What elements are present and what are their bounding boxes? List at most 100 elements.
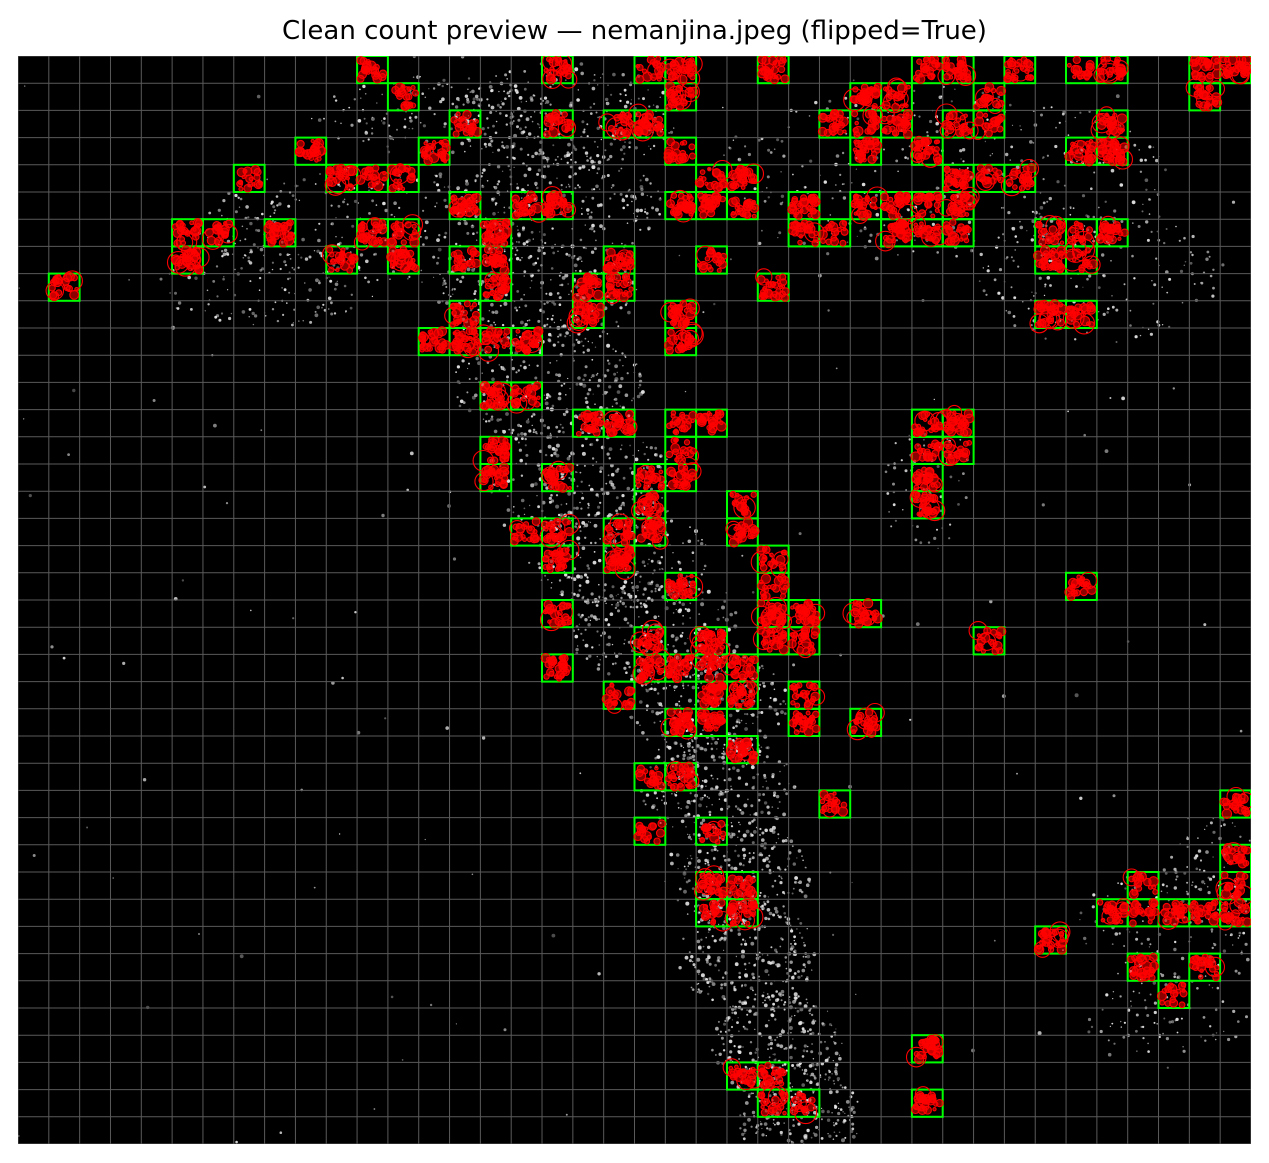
cell-dot [671, 567, 673, 569]
cell-dot [246, 228, 248, 230]
cell-dot [548, 395, 552, 398]
cell-dot [744, 782, 749, 786]
cell-dot [516, 290, 520, 293]
cell-dot [1032, 142, 1035, 144]
cell-dot [434, 205, 437, 208]
cell-dot [771, 830, 776, 834]
cell-dot [494, 323, 497, 326]
cell-dot [770, 946, 773, 949]
cell-dot [783, 1047, 786, 1050]
cell-dot [723, 936, 727, 940]
cell-dot [648, 105, 651, 108]
cell-dot [654, 590, 657, 593]
cell-dot [692, 833, 696, 836]
cell-dot [729, 612, 733, 617]
cell-dot [801, 1055, 805, 1058]
cell-dot [1209, 821, 1213, 825]
cell-dot [653, 551, 656, 555]
cell-dot [689, 753, 691, 756]
cell-dot [513, 133, 518, 138]
cell-dot [506, 495, 509, 498]
cell-dot [735, 737, 738, 739]
cell-dot [766, 908, 771, 912]
cell-dot [886, 492, 890, 495]
cell-dot [575, 506, 579, 510]
cell-dot [625, 194, 629, 198]
cell-dot [146, 1005, 150, 1010]
cell-dot [715, 1054, 717, 1056]
cell-dot [606, 391, 609, 394]
cell-dot [1197, 849, 1202, 853]
cell-dot [506, 379, 509, 382]
cell-dot [175, 307, 178, 309]
cell-dot [536, 172, 540, 176]
cell-dot [827, 1079, 830, 1081]
cell-dot [623, 88, 627, 92]
cell-dot [1107, 1052, 1112, 1057]
cell-dot [220, 312, 224, 315]
cell-dot [553, 451, 557, 456]
cell-dot [627, 593, 631, 597]
cell-dot [424, 220, 429, 225]
cell-dot [456, 278, 459, 281]
cell-dot [1012, 259, 1015, 262]
cell-dot [715, 627, 718, 631]
cell-dot [687, 539, 692, 544]
cell-dot [551, 933, 556, 938]
cell-dot [465, 179, 469, 183]
cell-dot [490, 302, 494, 307]
cell-dot [626, 621, 630, 625]
cell-dot [774, 1038, 777, 1042]
cell-dot [1029, 140, 1033, 144]
cell-dot [536, 433, 538, 435]
cell-dot [693, 765, 696, 769]
cell-dot [657, 748, 660, 751]
cell-dot [1124, 887, 1127, 890]
cell-dot [223, 276, 225, 278]
cell-dot [832, 1138, 835, 1140]
cell-dot [591, 165, 596, 170]
cell-dot [589, 443, 592, 446]
cell-dot [240, 267, 243, 270]
cell-dot [1211, 930, 1213, 933]
cell-dot [481, 185, 485, 189]
cell-dot [525, 419, 530, 424]
cell-dot [481, 172, 484, 174]
cell-dot [513, 84, 518, 88]
cell-dot [768, 998, 772, 1001]
cell-dot [841, 1086, 844, 1089]
cell-dot [783, 712, 787, 715]
cell-dot [333, 95, 336, 98]
cell-dot [656, 464, 661, 469]
cell-dot [1083, 936, 1087, 941]
cell-dot [569, 387, 571, 390]
cell-dot [778, 801, 781, 803]
cell-dot [884, 470, 888, 474]
cell-dot [621, 352, 624, 355]
cell-dot [456, 365, 460, 369]
cell-dot [577, 184, 580, 187]
cell-dot [625, 671, 628, 674]
cell-dot [791, 1064, 795, 1067]
cell-dot [765, 746, 768, 750]
cell-dot [698, 982, 700, 985]
cell-dot [757, 792, 762, 797]
cell-dot [779, 881, 783, 885]
cell-dot [421, 92, 425, 95]
cell-dot [1147, 1042, 1149, 1045]
cell-dot [851, 1134, 856, 1139]
cell-dot [620, 596, 623, 600]
cell-dot [574, 414, 578, 419]
cell-dot [621, 73, 625, 77]
cell-dot [768, 854, 771, 857]
cell-dot [494, 203, 497, 206]
cell-dot [687, 812, 691, 816]
cell-dot [611, 405, 614, 408]
cell-dot [792, 173, 794, 176]
cell-dot [500, 100, 502, 102]
cell-dot [503, 90, 505, 93]
cell-dot [846, 241, 849, 243]
cell-dot [433, 181, 436, 184]
cell-dot [514, 437, 518, 441]
cell-dot [761, 868, 764, 871]
